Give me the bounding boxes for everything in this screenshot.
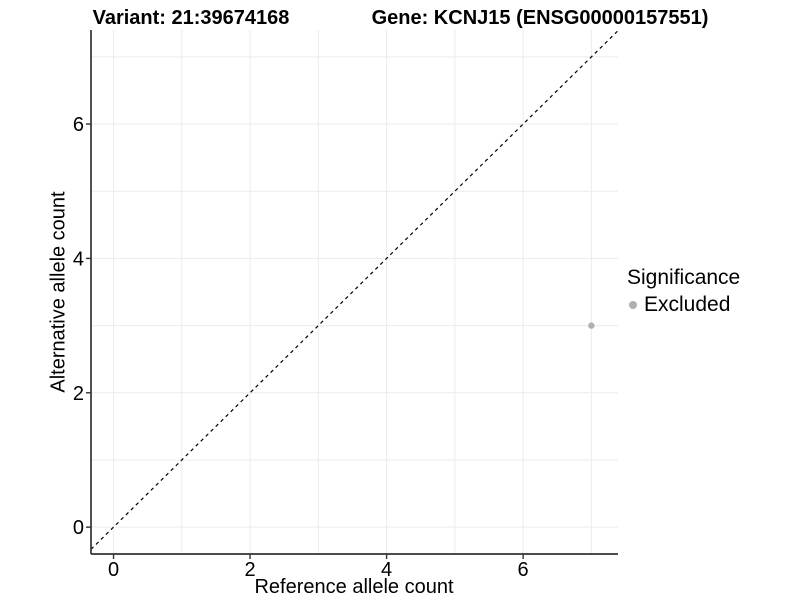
x-axis-tick-label: 2 <box>244 559 255 581</box>
legend-title: Significance <box>627 266 741 289</box>
x-axis-tick-label: 0 <box>108 559 119 581</box>
plot-title-variant: Variant: 21:39674168 <box>92 7 290 29</box>
legend-entry-label: Excluded <box>644 293 731 316</box>
x-axis-label: Reference allele count <box>254 576 454 598</box>
legend-entry-excluded: Excluded <box>627 293 740 316</box>
y-axis-tick-label: 6 <box>73 114 84 136</box>
data-point <box>588 322 595 329</box>
identity-reference-line <box>90 30 619 550</box>
legend: Significance Excluded <box>627 266 740 316</box>
y-axis-label: Alternative allele count <box>47 191 70 393</box>
legend-point-icon <box>629 300 637 309</box>
y-axis-tick-label: 4 <box>73 248 84 270</box>
y-axis-tick-label: 2 <box>73 383 84 405</box>
x-axis-tick-label: 4 <box>381 559 392 581</box>
x-axis-tick-label: 6 <box>518 559 529 581</box>
y-axis-tick-label: 0 <box>73 517 84 539</box>
plot-title-gene: Gene: KCNJ15 (ENSG00000157551) <box>371 7 709 29</box>
